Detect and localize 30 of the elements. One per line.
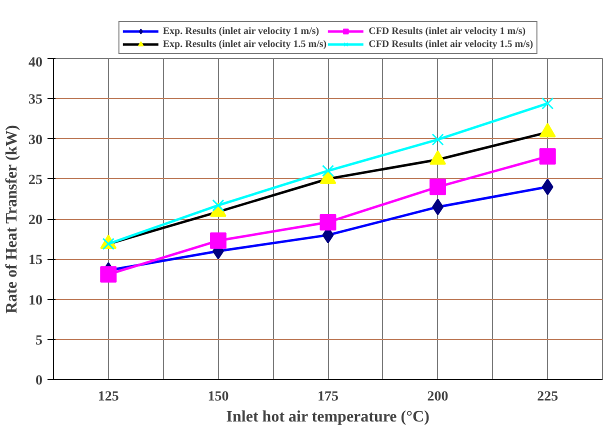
point [432,198,444,216]
legend-label: Exp. Results (inlet air velocity 1 m/s) [162,25,320,37]
y-tick-label: 40 [28,56,42,70]
y-tick-label: 20 [28,213,42,228]
y-tick-label: 15 [28,253,42,268]
x-tick-label: 225 [537,390,558,404]
legend-label: CFD Results (inlet air velocity 1 m/s) [368,25,526,37]
point [542,97,554,110]
point [322,164,334,177]
point [430,178,446,196]
legend-label: Exp. Results (inlet air velocity 1.5 m/s) [162,38,327,50]
point [320,214,336,230]
x-axis-title: Inlet hot air temperature (°C) [226,408,430,426]
x-tick-label: 175 [318,390,338,404]
point [100,266,117,283]
point [432,134,444,146]
y-tick-label: 0 [36,374,42,388]
x-tick-label: 200 [427,390,448,404]
y-tick-label: 25 [28,172,42,188]
y-tick-label: 5 [36,333,42,348]
point [542,178,554,196]
x-tick-label: 150 [208,390,229,404]
y-tick-label: 10 [28,293,42,308]
y-tick-label: 30 [28,132,42,148]
y-tick-label: 35 [28,92,42,108]
y-axis-title: Rate of Heat Transfer (kW) [4,125,20,314]
x-tick-label: 125 [98,390,119,404]
point [210,232,226,249]
legend-label: CFD Results (inlet air velocity 1.5 m/s) [368,38,534,50]
point [539,148,556,165]
